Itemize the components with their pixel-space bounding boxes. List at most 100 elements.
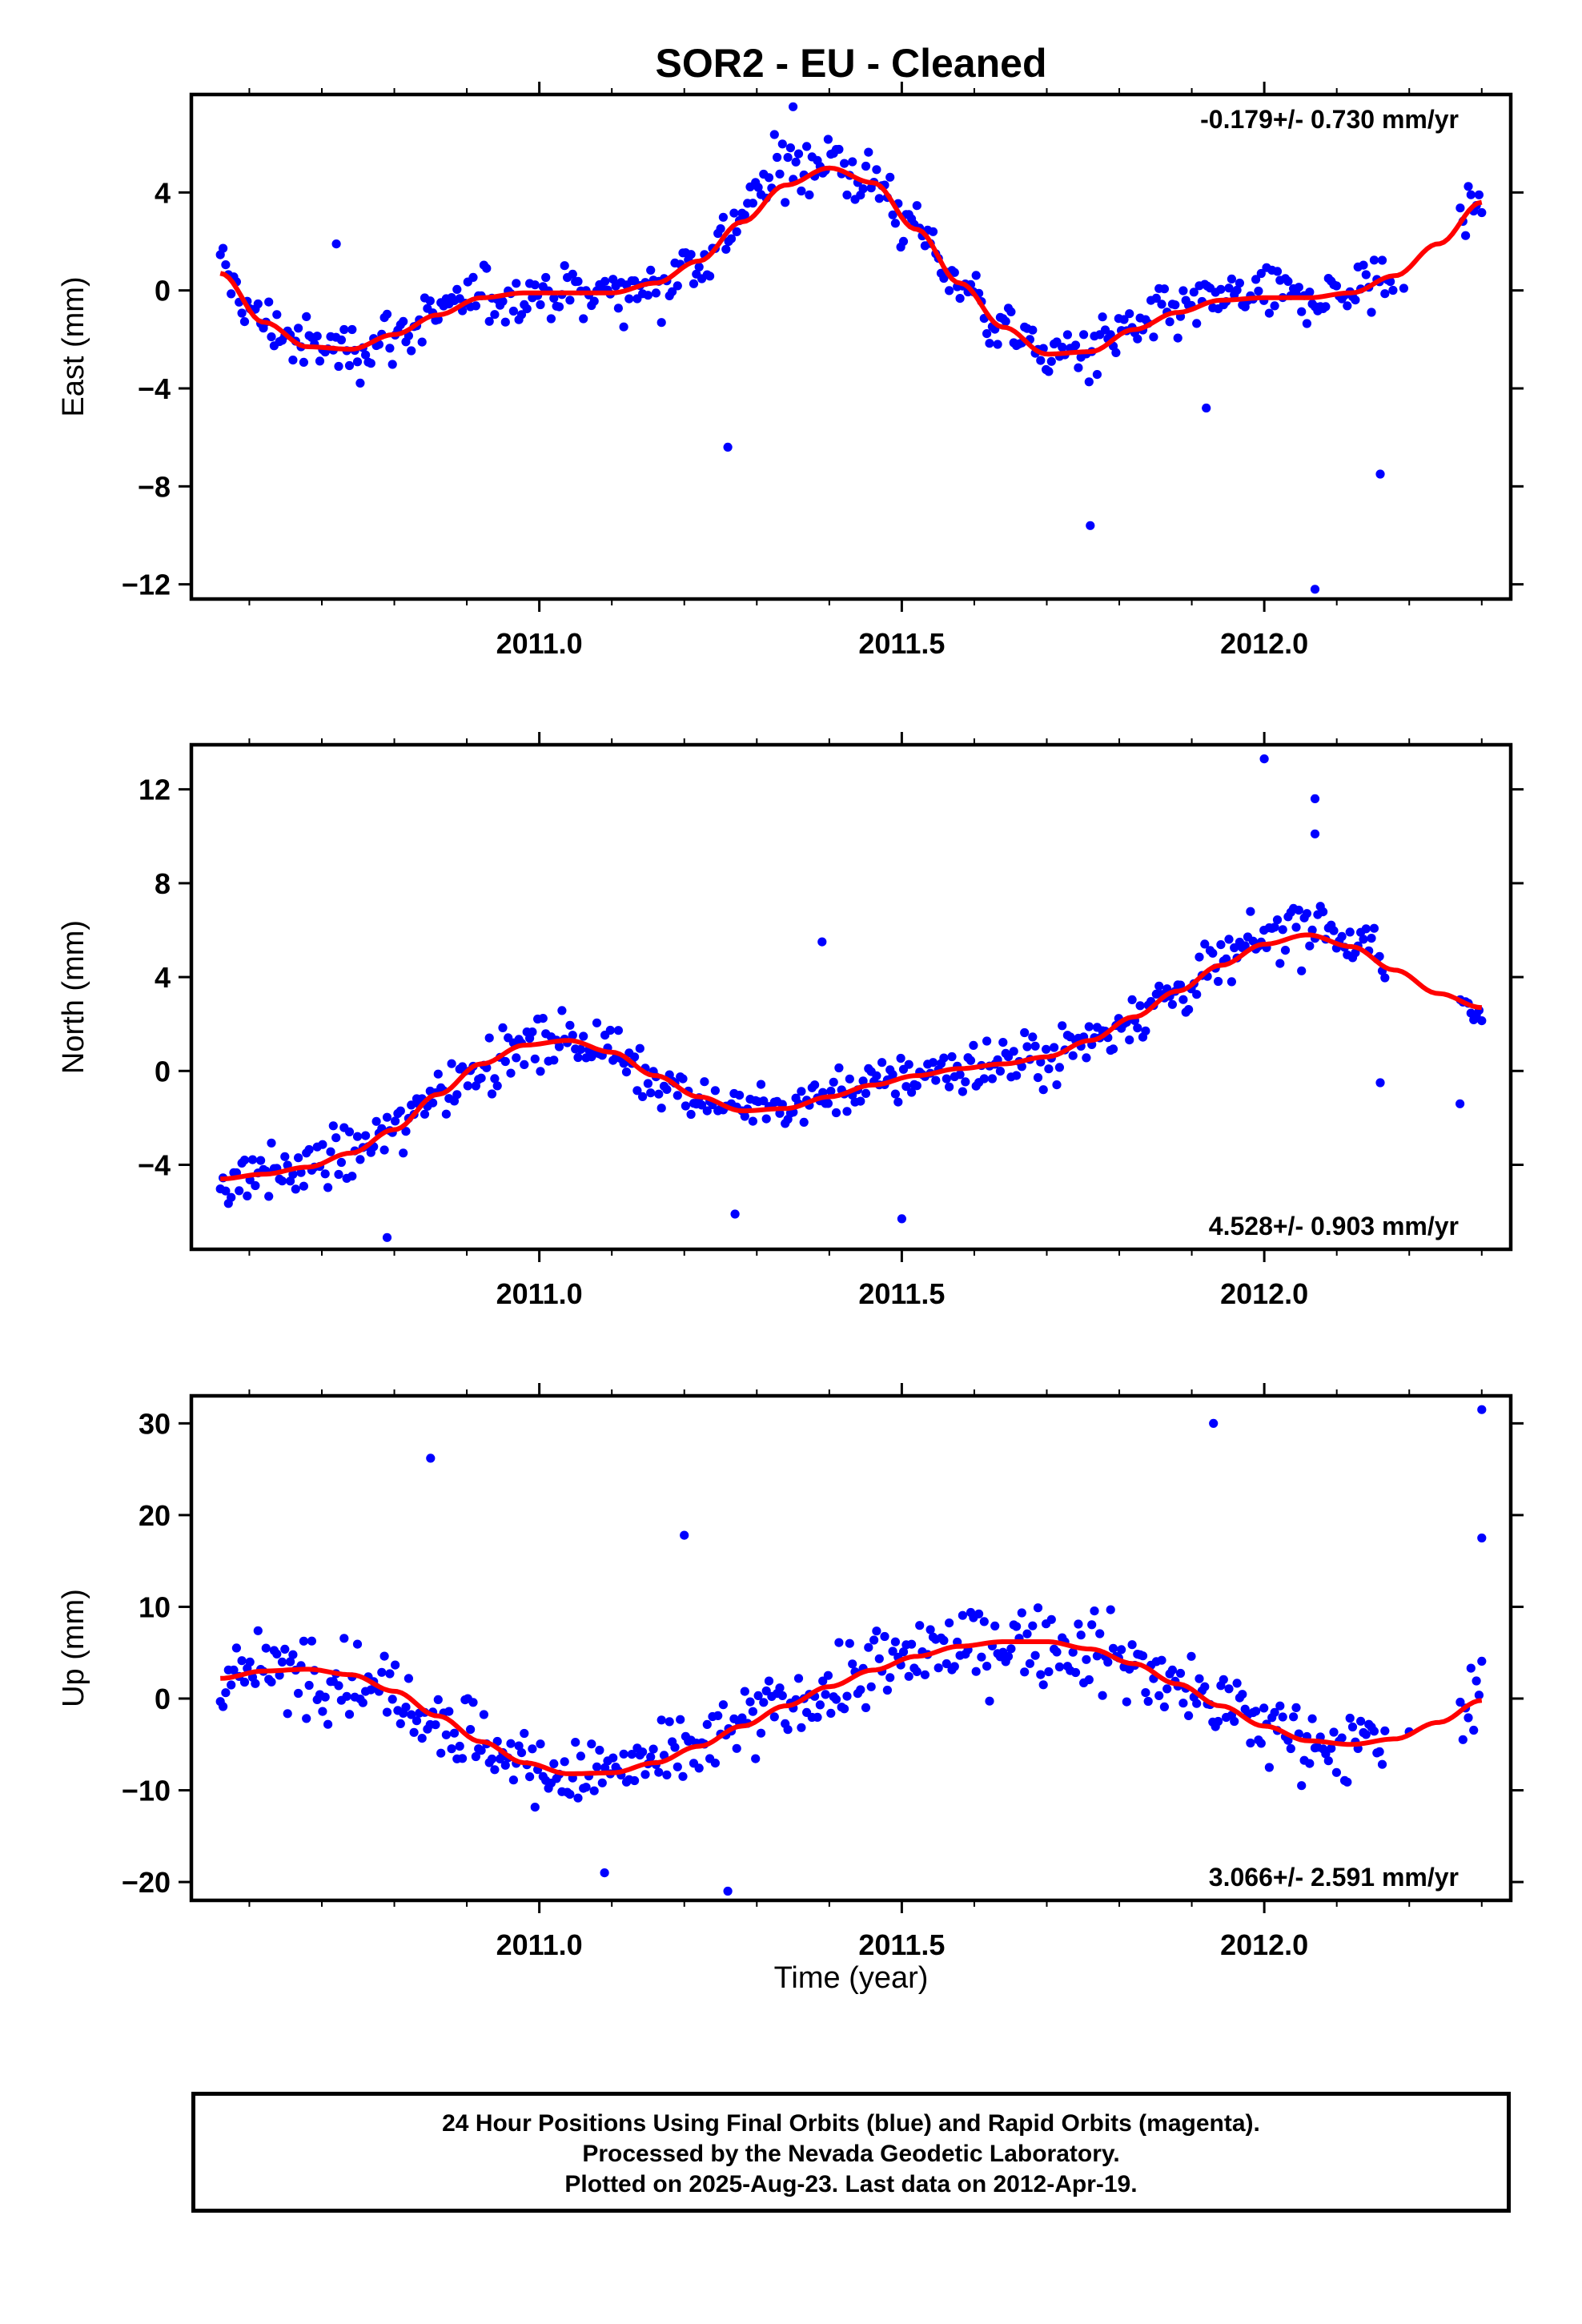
- data-point: [826, 1086, 836, 1096]
- data-point: [888, 1647, 897, 1656]
- data-point: [1189, 287, 1199, 297]
- data-point: [678, 1771, 688, 1781]
- data-point: [1331, 1767, 1341, 1777]
- data-point: [1070, 340, 1081, 350]
- plot-frame: [189, 1393, 1513, 1903]
- data-point: [1036, 356, 1046, 365]
- data-point: [401, 1703, 411, 1712]
- data-point: [239, 317, 250, 327]
- data-point: [643, 291, 653, 300]
- data-point: [512, 1053, 521, 1063]
- data-point: [797, 186, 806, 196]
- data-point: [1070, 1667, 1081, 1678]
- data-point: [272, 310, 282, 320]
- data-point: [632, 1086, 642, 1096]
- data-point: [1052, 1080, 1062, 1090]
- data-point: [344, 1127, 355, 1136]
- data-point: [579, 1031, 588, 1041]
- outlier-point: [1477, 1405, 1487, 1414]
- data-point: [304, 1144, 314, 1155]
- data-point: [668, 287, 677, 296]
- data-point: [267, 332, 276, 342]
- data-point: [761, 1114, 771, 1124]
- data-point: [777, 139, 787, 149]
- data-point: [718, 1700, 729, 1710]
- data-point: [379, 1145, 389, 1155]
- data-point: [1347, 1722, 1358, 1732]
- data-point: [710, 1759, 721, 1768]
- data-point: [1380, 973, 1390, 983]
- data-point: [573, 1793, 583, 1803]
- data-point: [328, 1121, 338, 1131]
- y-tick-label: 4: [155, 176, 171, 209]
- data-point: [549, 1055, 559, 1065]
- data-point: [320, 1692, 330, 1702]
- data-point: [813, 1712, 822, 1722]
- x-axis-label: Time (year): [774, 1961, 929, 1995]
- data-point: [1090, 1606, 1099, 1616]
- data-point: [409, 1727, 419, 1737]
- data-point: [1054, 1662, 1064, 1672]
- data-point: [1367, 934, 1376, 943]
- data-point: [466, 1725, 476, 1735]
- data-point: [1020, 1027, 1030, 1038]
- data-point: [942, 1659, 951, 1669]
- data-point: [1235, 278, 1244, 288]
- outlier-point: [382, 1232, 392, 1242]
- data-point: [1474, 190, 1484, 199]
- data-point: [347, 1172, 357, 1181]
- data-point: [1108, 1643, 1118, 1653]
- data-point: [417, 1734, 427, 1743]
- data-point: [624, 294, 634, 304]
- data-point: [1305, 287, 1315, 297]
- data-point: [302, 312, 311, 321]
- y-tick-label: 12: [139, 774, 171, 806]
- x-tick-label: 2012.0: [1220, 627, 1308, 660]
- data-point: [312, 332, 322, 341]
- data-point: [1143, 1696, 1153, 1707]
- data-point: [1224, 283, 1234, 293]
- data-point: [985, 339, 994, 348]
- data-point: [342, 1691, 351, 1701]
- outlier-point: [1209, 1418, 1219, 1428]
- model-curve: [219, 165, 1483, 357]
- data-point: [323, 1719, 333, 1729]
- data-point: [520, 1059, 529, 1069]
- data-point: [961, 1077, 970, 1087]
- data-point: [1369, 255, 1379, 265]
- outlier-point: [1310, 829, 1320, 838]
- data-point: [549, 293, 559, 303]
- data-point: [740, 211, 749, 220]
- data-point: [995, 1067, 1005, 1076]
- data-point: [751, 1754, 761, 1763]
- data-point: [966, 1055, 976, 1065]
- data-point: [861, 1703, 871, 1712]
- data-point: [1125, 1035, 1134, 1045]
- data-point: [1012, 1622, 1022, 1631]
- outlier-point: [723, 442, 733, 452]
- data-point: [528, 1027, 537, 1037]
- data-point: [613, 1026, 624, 1035]
- data-point: [565, 296, 575, 305]
- data-point: [296, 1168, 306, 1177]
- data-point: [1359, 260, 1368, 270]
- caption-line: Plotted on 2025-Aug-23. Last data on 201…: [564, 2171, 1138, 2197]
- data-point: [387, 1695, 397, 1704]
- data-point: [621, 1068, 632, 1077]
- data-point: [318, 1707, 327, 1716]
- data-point: [441, 1730, 452, 1739]
- data-point: [490, 1074, 500, 1084]
- data-point: [842, 190, 852, 200]
- data-point: [382, 1707, 392, 1717]
- data-point: [907, 1639, 917, 1649]
- data-point: [866, 1682, 876, 1691]
- data-point: [294, 1153, 303, 1163]
- data-point: [361, 350, 371, 360]
- data-point: [579, 314, 588, 324]
- data-point: [352, 357, 363, 367]
- data-point: [1044, 367, 1054, 376]
- data-point: [366, 359, 375, 368]
- data-point: [745, 1697, 755, 1707]
- data-point: [810, 1080, 820, 1090]
- data-point: [468, 1698, 478, 1707]
